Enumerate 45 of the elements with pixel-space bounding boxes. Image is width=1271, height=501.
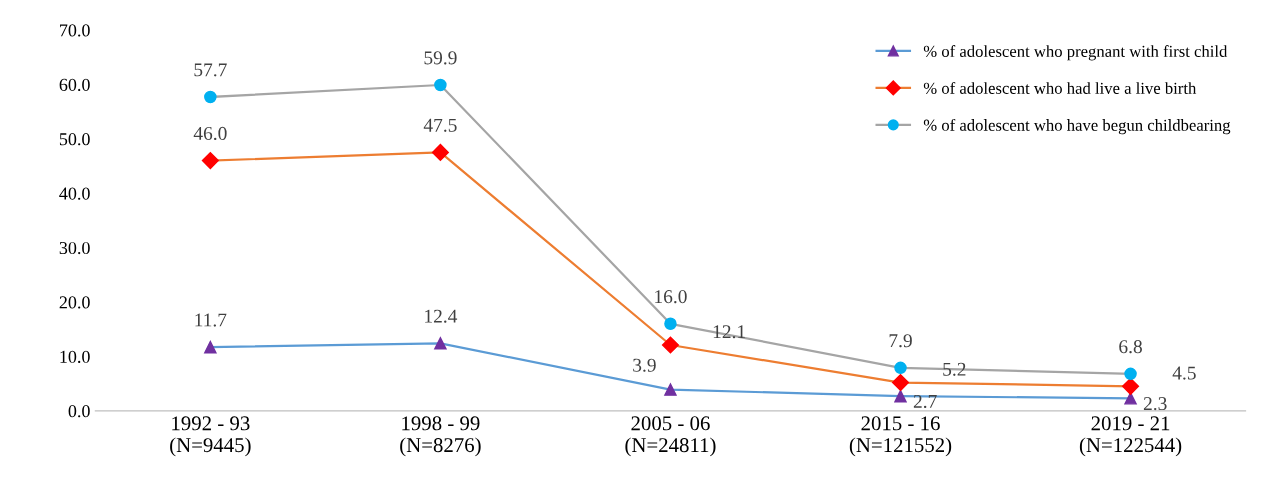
- point: [894, 361, 907, 375]
- data-label: 59.9: [424, 51, 457, 65]
- data-label: 2.7: [913, 394, 937, 409]
- y-tick-label: 50.0: [59, 133, 90, 146]
- x-tick-label: 2005 - 06 (N=24811): [625, 416, 716, 457]
- legend-label: % of adolescent who pregnant with first child: [923, 45, 1228, 61]
- point: [434, 78, 447, 92]
- data-label: 47.5: [423, 118, 457, 132]
- point: [661, 336, 680, 354]
- data-label: 57.7: [194, 63, 227, 77]
- data-label: 46.0: [193, 126, 227, 141]
- point: [434, 337, 447, 350]
- x-tick-label: 1998 - 99 (N=8276): [400, 416, 481, 457]
- data-label: 3.9: [633, 358, 656, 372]
- data-label: 6.8: [1119, 340, 1142, 354]
- point: [204, 90, 217, 104]
- legend-label: % of adolescent who have begun childbearing: [923, 118, 1231, 135]
- data-label: 12.1: [713, 325, 745, 339]
- data-label: 11.7: [195, 313, 227, 327]
- data-label: 12.4: [425, 309, 458, 323]
- point: [894, 389, 907, 403]
- y-tick-label: 60.0: [59, 78, 90, 91]
- point: [664, 317, 677, 331]
- y-tick-label: 0.0: [68, 405, 90, 418]
- point: [201, 152, 219, 170]
- data-label: 16.0: [655, 290, 687, 304]
- point: [1124, 367, 1137, 381]
- data-label: 2.3: [1143, 397, 1167, 411]
- data-label: 4.5: [1172, 366, 1196, 380]
- y-tick-label: 70.0: [60, 24, 90, 37]
- data-label: 7.9: [889, 334, 912, 348]
- x-tick-label: 2019 - 21 (N=122544): [1079, 416, 1182, 457]
- y-tick-label: 40.0: [59, 187, 90, 200]
- y-tick-label: 10.0: [60, 350, 90, 363]
- legend-label: % of adolescent who had live a live birth: [923, 81, 1197, 94]
- x-tick-label: 1992 - 93 (N=9445): [170, 416, 251, 457]
- y-tick-label: 30.0: [59, 241, 90, 255]
- data-label: 5.2: [943, 362, 966, 376]
- point: [664, 383, 677, 396]
- y-tick-label: 20.0: [59, 296, 90, 309]
- point: [1122, 377, 1140, 395]
- point: [204, 340, 217, 354]
- x-tick-label: 2015 - 16 (N=121552): [849, 416, 952, 457]
- point: [891, 373, 910, 392]
- point: [431, 143, 449, 161]
